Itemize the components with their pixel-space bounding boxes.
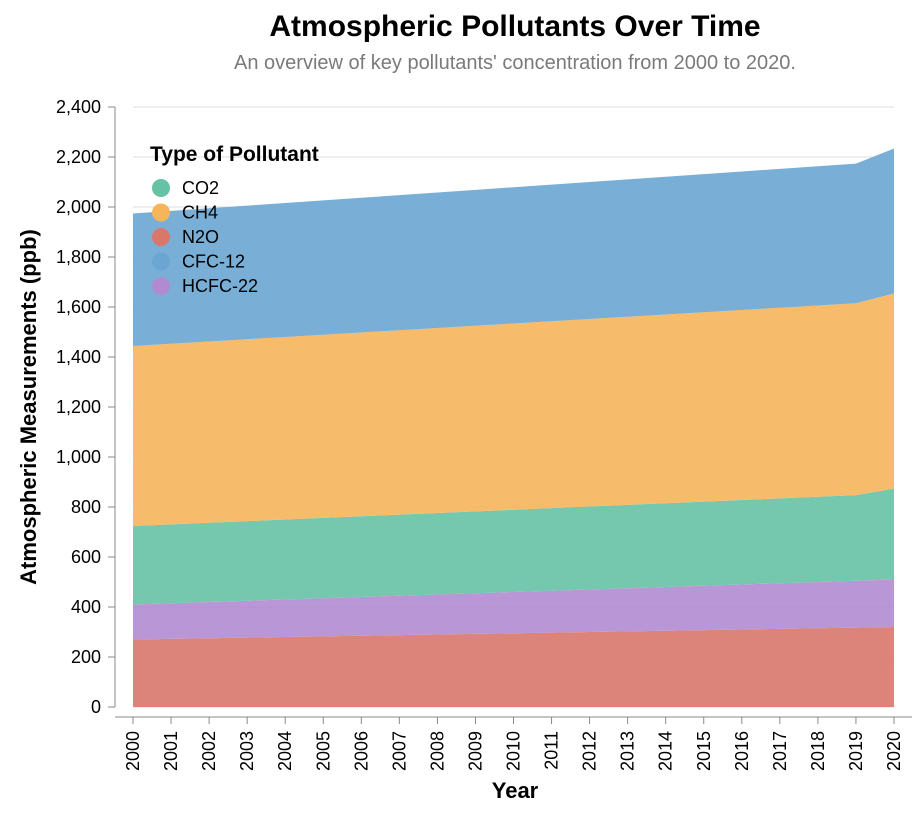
- x-tick-label: 2000: [123, 731, 143, 771]
- x-tick-label: 2003: [237, 731, 257, 771]
- x-axis-title: Year: [492, 778, 539, 803]
- legend-swatch-n2o: [152, 228, 170, 246]
- x-tick-label: 2014: [656, 731, 676, 771]
- x-tick-label: 2007: [389, 731, 409, 771]
- x-tick-label: 2019: [846, 731, 866, 771]
- y-tick-label: 600: [71, 547, 101, 567]
- legend-swatch-ch4: [152, 203, 170, 222]
- area-ch4: [133, 293, 894, 526]
- x-tick-label: 2002: [199, 731, 219, 771]
- x-tick-label: 2012: [580, 731, 600, 771]
- area-hcfc-22: [133, 579, 894, 640]
- legend-label-hcfc-22: HCFC-22: [182, 276, 258, 296]
- y-tick-label: 400: [71, 597, 101, 617]
- legend-swatch-hcfc-22: [152, 277, 170, 295]
- x-tick-label: 2001: [161, 731, 181, 771]
- x-tick-label: 2009: [465, 731, 485, 771]
- axes: 0 200 400 600 800 1,000 1,200 1,400 1,600 1,800 2,…: [56, 97, 912, 771]
- y-tick-label: 200: [71, 647, 101, 667]
- y-tick-label: 1,200: [56, 397, 101, 417]
- y-tick-label: 1,000: [56, 447, 101, 467]
- legend-label-n2o: N2O: [182, 227, 219, 247]
- legend-title: Type of Pollutant: [150, 143, 319, 166]
- area-series: [133, 148, 894, 707]
- x-tick-label: 2008: [427, 731, 447, 771]
- x-tick-label: 2010: [504, 731, 524, 771]
- x-tick-label: 2020: [884, 731, 904, 771]
- legend-label-cfc-12: CFC-12: [182, 252, 245, 272]
- x-tick-label: 2017: [770, 731, 790, 771]
- x-tick-label: 2013: [618, 731, 638, 771]
- x-tick-label: 2018: [808, 731, 828, 771]
- y-tick-label: 1,600: [56, 297, 101, 317]
- legend: Type of Pollutant CO2 CH4 N2O CFC-12 HCFC-22: [150, 143, 319, 296]
- x-tick-label: 2006: [351, 731, 371, 771]
- legend-swatch-cfc-12: [152, 252, 170, 271]
- area-cfc-12: [133, 148, 894, 346]
- y-tick-label: 2,400: [56, 97, 101, 117]
- area-co2: [133, 488, 894, 605]
- y-axis-title: Atmospheric Measurements (ppb): [16, 229, 41, 585]
- legend-swatch-co2: [152, 179, 170, 197]
- chart-title: Atmospheric Pollutants Over Time: [269, 10, 760, 43]
- x-tick-label: 2004: [275, 731, 295, 771]
- y-tick-label: 1,400: [56, 347, 101, 367]
- legend-label-co2: CO2: [182, 178, 219, 198]
- area-n2o: [133, 627, 894, 707]
- y-tick-label: 800: [71, 497, 101, 517]
- y-tick-label: 2,200: [56, 147, 101, 167]
- x-tick-label: 2015: [694, 731, 714, 771]
- legend-label-ch4: CH4: [182, 203, 218, 223]
- y-tick-label: 2,000: [56, 197, 101, 217]
- x-tick-label: 2011: [542, 731, 562, 770]
- y-tick-label: 0: [91, 697, 101, 717]
- x-tick-label: 2016: [732, 731, 752, 771]
- x-tick-label: 2005: [313, 731, 333, 771]
- y-tick-label: 1,800: [56, 247, 101, 267]
- chart-subtitle: An overview of key pollutants' concentra…: [234, 52, 796, 74]
